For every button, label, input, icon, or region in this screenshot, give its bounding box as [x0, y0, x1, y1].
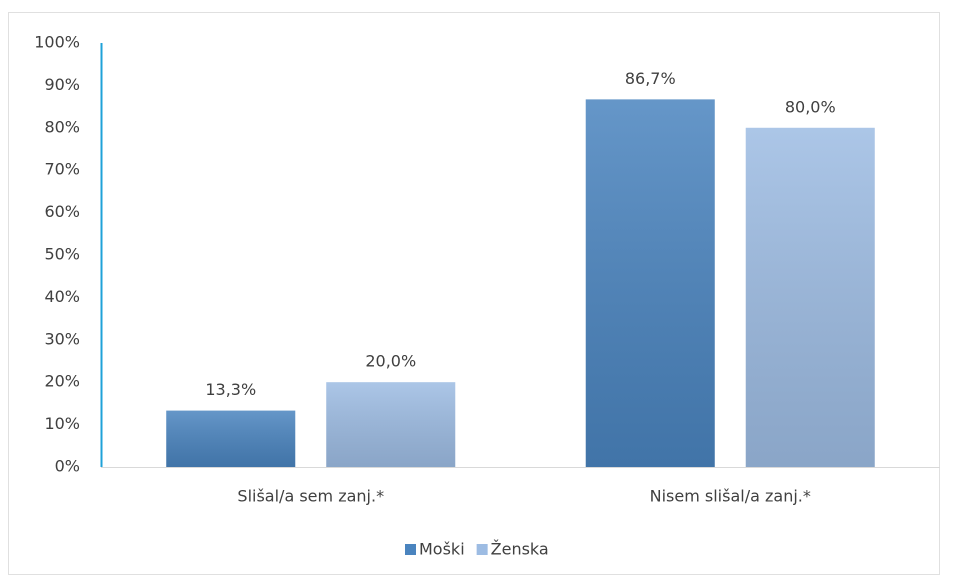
y-tick-label: 50% [44, 245, 80, 264]
bar-shade [745, 127, 875, 468]
x-tick-label: Nisem slišal/a zanj.* [650, 487, 811, 506]
legend-swatch [405, 544, 416, 555]
data-label: 80,0% [785, 97, 836, 116]
y-tick-label: 0% [55, 457, 80, 476]
x-tick-label: Slišal/a sem zanj.* [237, 487, 384, 506]
y-tick-label: 100% [34, 33, 80, 52]
y-tick-label: 40% [44, 287, 80, 306]
legend-label: Moški [419, 540, 465, 559]
data-label: 20,0% [365, 352, 416, 371]
bar-shade [585, 99, 715, 467]
data-label: 86,7% [625, 69, 676, 88]
y-tick-label: 20% [44, 372, 80, 391]
legend-label: Ženska [491, 540, 549, 559]
y-tick-label: 80% [44, 117, 80, 136]
y-tick-label: 70% [44, 160, 80, 179]
y-tick-label: 30% [44, 329, 80, 348]
data-label: 13,3% [205, 380, 256, 399]
y-tick-label: 60% [44, 202, 80, 221]
legend-swatch [476, 544, 488, 555]
y-tick-label: 10% [44, 414, 80, 433]
y-tick-label: 90% [44, 75, 80, 94]
bar-shade [166, 410, 296, 467]
bar-shade [326, 382, 456, 467]
